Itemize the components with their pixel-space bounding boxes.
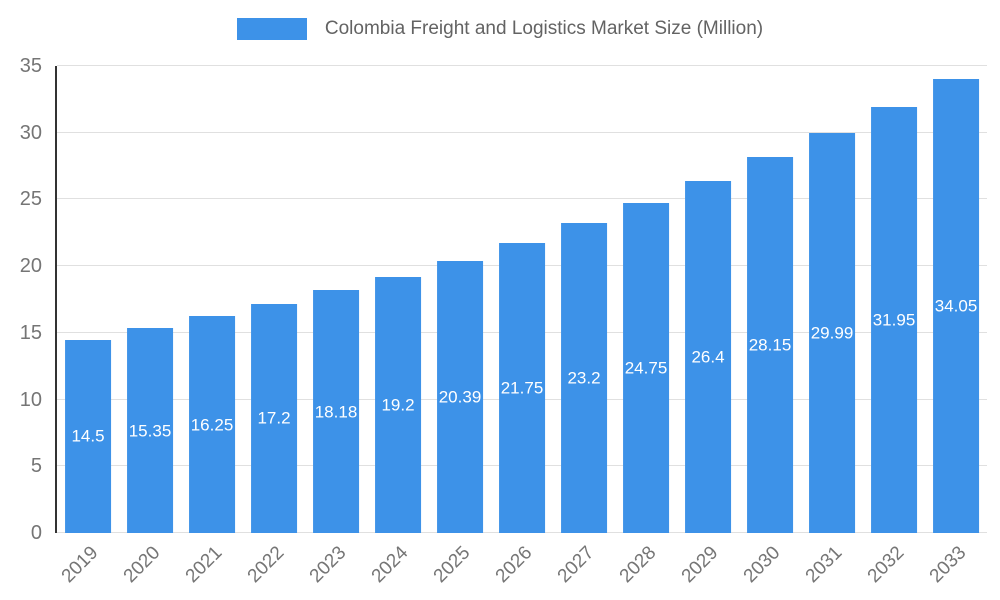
bar-slot: 17.2 2022 xyxy=(243,66,305,587)
bar-value-label: 15.35 xyxy=(128,421,172,441)
y-tick-label: 35 xyxy=(19,55,42,77)
x-tick-label: 2029 xyxy=(677,542,723,588)
bar-value-label: 14.5 xyxy=(71,426,105,446)
y-axis: 0 5 10 15 20 25 30 35 xyxy=(0,56,48,543)
bar-value-label: 20.39 xyxy=(438,387,482,407)
y-tick-label: 5 xyxy=(30,455,42,478)
bar-2033[interactable] xyxy=(933,78,979,533)
bar-slot: 20.39 2025 xyxy=(429,66,491,587)
bar-2024[interactable] xyxy=(375,276,421,533)
bar-value-label: 34.05 xyxy=(934,296,978,316)
x-tick-label: 2031 xyxy=(801,542,847,588)
bar-slot: 18.18 2023 xyxy=(305,66,367,587)
bars-container: 14.5 2019 15.35 2020 16.25 2021 17.2 2022 18.18 2… xyxy=(57,66,987,587)
bar-value-label: 17.2 xyxy=(257,408,291,428)
bar-slot: 24.75 2028 xyxy=(615,66,677,587)
chart-legend: Colombia Freight and Logistics Market Si… xyxy=(0,14,1000,44)
x-tick-label: 2021 xyxy=(181,542,227,588)
bar-value-label: 23.2 xyxy=(567,368,601,388)
x-tick-label: 2019 xyxy=(57,542,103,588)
x-tick-label: 2033 xyxy=(925,542,971,588)
legend-swatch xyxy=(236,18,307,40)
x-tick-label: 2022 xyxy=(243,542,289,588)
y-tick-label: 30 xyxy=(19,121,42,144)
bar-2032[interactable] xyxy=(871,106,917,533)
y-tick-label: 20 xyxy=(19,255,42,278)
bar-value-label: 18.18 xyxy=(314,402,358,422)
bar-2023[interactable] xyxy=(313,290,359,533)
plot-area: 14.5 2019 15.35 2020 16.25 2021 17.2 2022 18.18 2… xyxy=(55,65,987,587)
bar-slot: 31.95 2032 xyxy=(863,66,925,587)
bar-value-label: 21.75 xyxy=(500,378,544,398)
bar-value-label: 24.75 xyxy=(624,358,668,378)
x-tick-label: 2020 xyxy=(119,542,165,588)
bar-slot: 15.35 2020 xyxy=(119,66,181,587)
bar-slot: 21.75 2026 xyxy=(491,66,553,587)
x-tick-label: 2026 xyxy=(491,542,537,588)
bar-2027[interactable] xyxy=(561,223,607,533)
bar-value-label: 29.99 xyxy=(810,323,854,343)
bar-slot: 29.99 2031 xyxy=(801,66,863,587)
bar-2022[interactable] xyxy=(251,303,297,533)
chart-title: Colombia Freight and Logistics Market Si… xyxy=(324,18,764,39)
bar-value-label: 31.95 xyxy=(872,310,916,330)
bar-slot: 26.4 2029 xyxy=(677,66,739,587)
x-tick-label: 2025 xyxy=(429,542,475,588)
y-tick-label: 25 xyxy=(19,188,42,211)
bar-2030[interactable] xyxy=(747,157,793,533)
gridline xyxy=(57,198,987,200)
x-tick-label: 2030 xyxy=(739,542,785,588)
x-tick-label: 2027 xyxy=(553,542,599,588)
y-tick-label: 10 xyxy=(19,388,42,411)
gridline xyxy=(57,65,987,66)
bar-slot: 19.2 2024 xyxy=(367,66,429,587)
bar-2026[interactable] xyxy=(499,242,545,533)
bar-2031[interactable] xyxy=(809,132,855,533)
y-tick-label: 0 xyxy=(30,522,42,544)
bar-2020[interactable] xyxy=(127,328,173,533)
bar-slot: 28.15 2030 xyxy=(739,66,801,587)
x-tick-label: 2023 xyxy=(305,542,351,588)
gridline xyxy=(57,131,987,133)
bar-slot: 34.05 2033 xyxy=(925,66,987,587)
bar-slot: 14.5 2019 xyxy=(57,66,119,587)
bar-2021[interactable] xyxy=(189,316,235,533)
bar-value-label: 26.4 xyxy=(691,347,725,367)
y-tick-label: 15 xyxy=(19,321,42,344)
bar-value-label: 16.25 xyxy=(190,415,234,435)
bar-slot: 16.25 2021 xyxy=(181,66,243,587)
bar-value-label: 19.2 xyxy=(381,395,415,415)
x-tick-label: 2024 xyxy=(367,542,413,588)
bar-2028[interactable] xyxy=(623,202,669,533)
bar-2029[interactable] xyxy=(685,180,731,533)
bar-slot: 23.2 2027 xyxy=(553,66,615,587)
bar-2025[interactable] xyxy=(437,260,483,533)
bar-value-label: 28.15 xyxy=(748,335,792,355)
x-tick-label: 2032 xyxy=(863,542,909,588)
x-tick-label: 2028 xyxy=(615,542,661,588)
bar-2019[interactable] xyxy=(65,339,111,533)
